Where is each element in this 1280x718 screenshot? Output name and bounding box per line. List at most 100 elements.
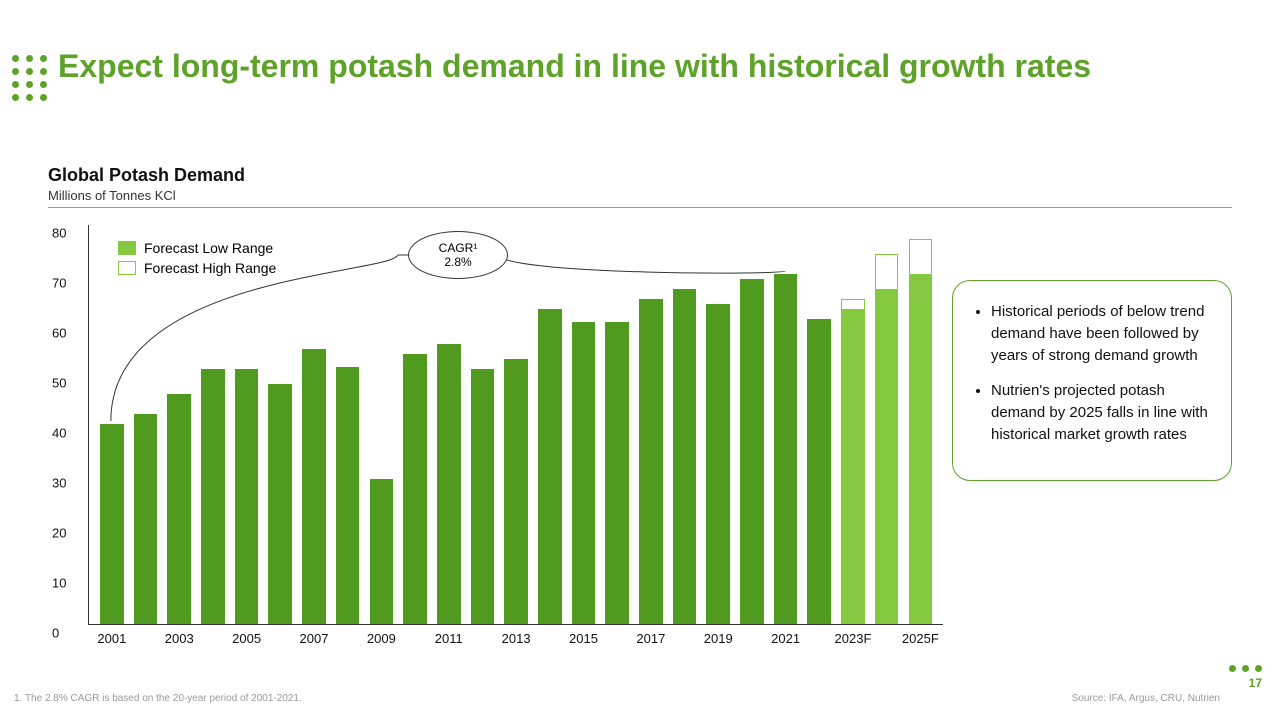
bar-column: 2003 [162, 225, 196, 624]
bar-column [129, 225, 163, 624]
brand-dots-top [12, 55, 48, 101]
x-label: 2001 [97, 631, 126, 646]
bar-segment-low [572, 322, 596, 625]
bar-column: 2015 [567, 225, 601, 624]
x-label: 2025F [902, 631, 939, 646]
bar-column: 2019 [701, 225, 735, 624]
bars-container: 2001 2003 2005 2007 2009 2011 2013 2015 2017 2019… [89, 225, 943, 624]
bar-column [735, 225, 769, 624]
bar-column: 2021 [769, 225, 803, 624]
x-label: 2009 [367, 631, 396, 646]
legend-swatch-high [118, 261, 136, 275]
bar-column: 2023F [836, 225, 870, 624]
x-label: 2007 [300, 631, 329, 646]
y-tick: 50 [52, 376, 66, 391]
bar-segment-low [774, 274, 798, 624]
x-label: 2003 [165, 631, 194, 646]
legend: Forecast Low Range Forecast High Range [118, 240, 276, 280]
y-tick: 80 [52, 226, 66, 241]
chart-divider [48, 207, 1232, 208]
bar-column [870, 225, 904, 624]
bar-segment-low [639, 299, 663, 624]
bar-segment-low [807, 319, 831, 624]
x-label: 2019 [704, 631, 733, 646]
page-title: Expect long-term potash demand in line w… [58, 48, 1240, 85]
bar-segment-low [100, 424, 124, 624]
bar-segment-low [706, 304, 730, 624]
y-tick: 60 [52, 326, 66, 341]
bar-segment-low [134, 414, 158, 624]
bar-segment-low [673, 289, 697, 624]
bar-column: 2001 [95, 225, 129, 624]
y-tick: 70 [52, 276, 66, 291]
x-label: 2021 [771, 631, 800, 646]
x-label: 2015 [569, 631, 598, 646]
bar-segment-low [403, 354, 427, 624]
callout-bullet-2: Nutrien's projected potash demand by 202… [991, 380, 1211, 445]
legend-swatch-low [118, 241, 136, 255]
bar-column [600, 225, 634, 624]
cagr-label: CAGR¹ [439, 241, 478, 255]
x-label: 2023F [835, 631, 872, 646]
page-number: 17 [1249, 676, 1262, 690]
bar-column [668, 225, 702, 624]
bar-segment-low [370, 479, 394, 624]
bar-segment-low [268, 384, 292, 624]
bar-column: 2005 [230, 225, 264, 624]
bar-segment-low [437, 344, 461, 624]
x-label: 2013 [502, 631, 531, 646]
bar-column [466, 225, 500, 624]
bar-column [533, 225, 567, 624]
callout-bullet-1: Historical periods of below trend demand… [991, 301, 1211, 366]
bar-segment-high [909, 239, 933, 274]
cagr-callout: CAGR¹ 2.8% [408, 231, 508, 279]
bar-segment-high [841, 299, 865, 309]
plot-area: 2001 2003 2005 2007 2009 2011 2013 2015 2017 2019… [88, 225, 943, 625]
chart-subtitle: Millions of Tonnes KCl [48, 188, 1232, 203]
cagr-value: 2.8% [444, 255, 471, 269]
bar-segment-low [302, 349, 326, 624]
side-callout: Historical periods of below trend demand… [952, 280, 1232, 481]
legend-low-label: Forecast Low Range [144, 240, 273, 256]
bar-segment-low [875, 289, 899, 624]
footnote: 1. The 2.8% CAGR is based on the 20-year… [14, 693, 302, 704]
y-tick: 30 [52, 476, 66, 491]
bar-segment-low [235, 369, 259, 624]
bar-column [196, 225, 230, 624]
bar-column: 2009 [365, 225, 399, 624]
brand-dots-bottom [1229, 665, 1262, 672]
bar-column [802, 225, 836, 624]
bar-column [263, 225, 297, 624]
legend-low: Forecast Low Range [118, 240, 276, 256]
x-label: 2017 [636, 631, 665, 646]
bar-segment-low [605, 322, 629, 625]
bar-column: 2013 [499, 225, 533, 624]
bar-column: 2007 [297, 225, 331, 624]
bar-segment-low [167, 394, 191, 624]
bar-segment-low [740, 279, 764, 624]
x-label: 2005 [232, 631, 261, 646]
y-tick: 40 [52, 426, 66, 441]
legend-high: Forecast High Range [118, 260, 276, 276]
y-tick: 10 [52, 576, 66, 591]
y-tick: 20 [52, 526, 66, 541]
bar-segment-low [336, 367, 360, 625]
bar-column [331, 225, 365, 624]
bar-column: 2025F [904, 225, 938, 624]
bar-column [398, 225, 432, 624]
bar-segment-low [201, 369, 225, 624]
bar-column: 2017 [634, 225, 668, 624]
bar-segment-high [875, 254, 899, 289]
x-label: 2011 [435, 631, 463, 646]
bar-segment-low [841, 309, 865, 624]
bar-chart: 2001 2003 2005 2007 2009 2011 2013 2015 2017 2019… [48, 225, 943, 655]
bar-column: 2011 [432, 225, 466, 624]
chart-title: Global Potash Demand [48, 165, 1232, 186]
y-tick: 0 [52, 626, 59, 641]
legend-high-label: Forecast High Range [144, 260, 276, 276]
source-text: Source: IFA, Argus, CRU, Nutrien [1072, 693, 1220, 704]
chart-header: Global Potash Demand Millions of Tonnes … [48, 165, 1232, 208]
bar-segment-low [909, 274, 933, 624]
bar-segment-low [538, 309, 562, 624]
bar-segment-low [504, 359, 528, 624]
